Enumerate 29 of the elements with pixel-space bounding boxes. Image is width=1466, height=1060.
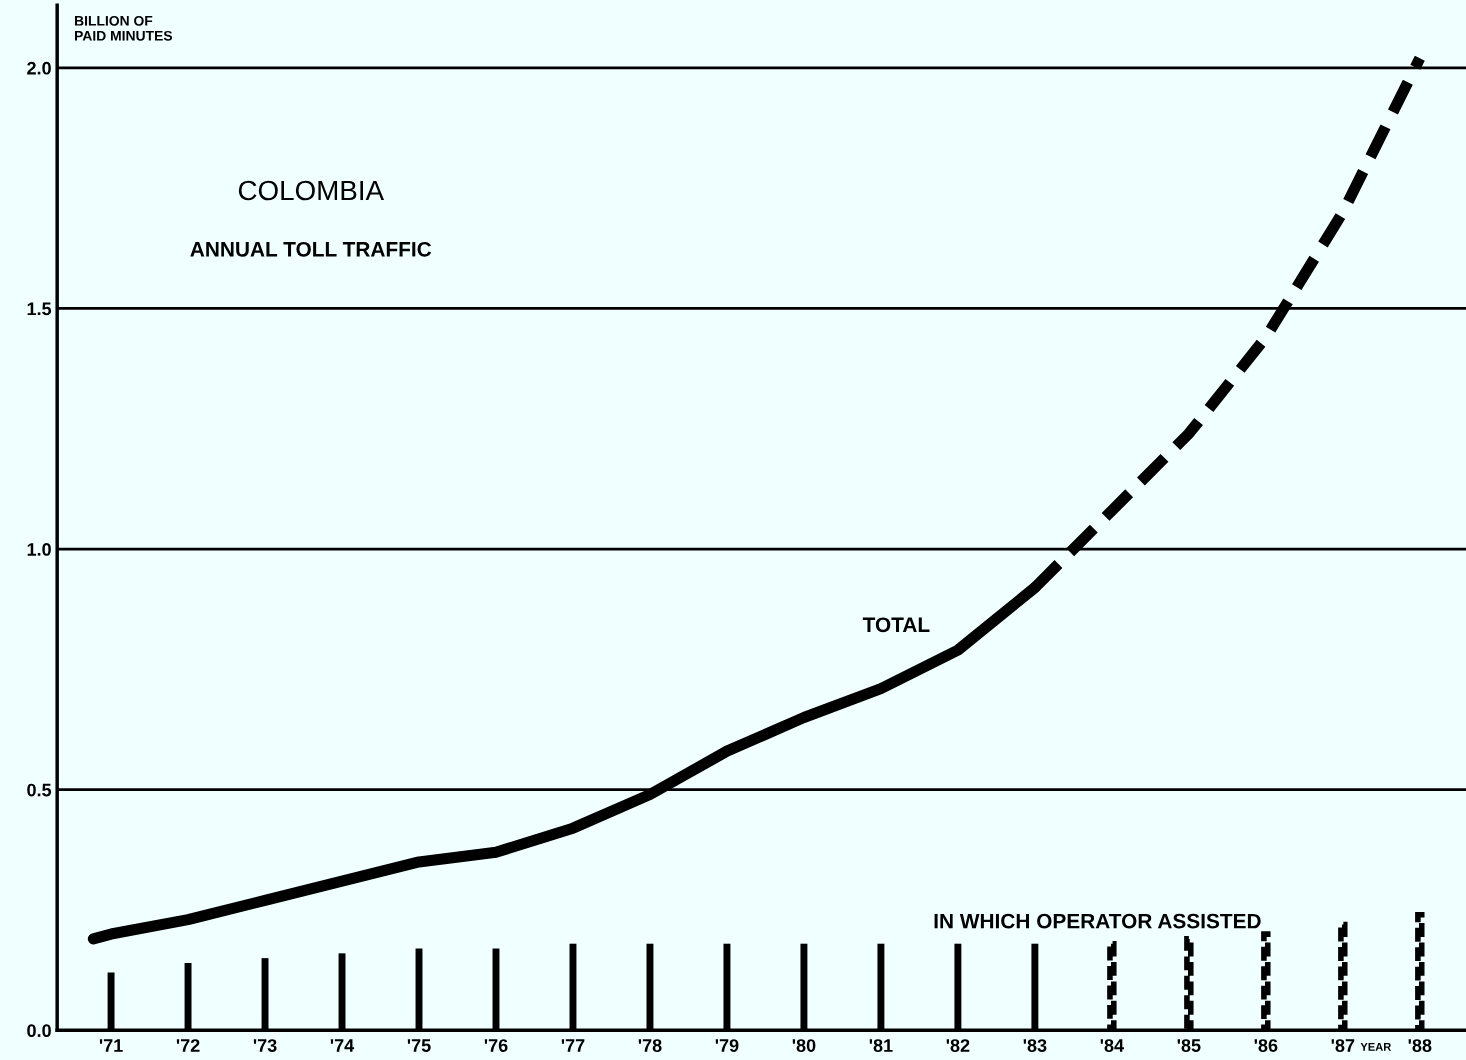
text: ANNUAL TOLL TRAFFIC (190, 241, 432, 257)
x-tick-label: '75 (407, 1039, 431, 1052)
y-tick-label: 1.5 (27, 302, 52, 316)
y-tick-label: 2.0 (27, 61, 51, 75)
text: COLOMBIA (238, 180, 385, 201)
y-tick-label: 0.0 (27, 1024, 51, 1038)
x-tick-label: '82 (946, 1039, 970, 1052)
x-tick-label: '84 (1100, 1039, 1124, 1052)
x-tick-label: '86 (1254, 1039, 1278, 1052)
x-tick-label: '88 (1408, 1039, 1432, 1052)
x-tick-label: '83 (1023, 1039, 1047, 1052)
x-tick-label: '71 (99, 1039, 123, 1052)
x-tick-label: '74 (330, 1039, 355, 1052)
y-tick-label: 1.0 (27, 543, 51, 556)
series-label: TOTAL (862, 617, 930, 633)
x-tick-label: '87 (1331, 1039, 1355, 1052)
x-tick-label: '77 (561, 1039, 585, 1052)
y-axis-title: BILLION OF PAID MINUTES (75, 15, 173, 41)
x-tick-label: '76 (484, 1039, 508, 1052)
x-tick-label: '79 (715, 1039, 739, 1052)
y-tick-label: 0.5 (27, 783, 52, 797)
x-axis-title: YEAR (1360, 1043, 1392, 1051)
x-tick-label: '81 (869, 1039, 893, 1052)
x-tick-label: '80 (792, 1039, 816, 1052)
x-tick-label: '85 (1177, 1039, 1201, 1052)
x-tick-label: '73 (253, 1039, 277, 1052)
x-tick-label: '78 (638, 1039, 662, 1052)
series-label: IN WHICH OPERATOR ASSISTED (934, 913, 1261, 929)
x-tick-label: '72 (176, 1039, 200, 1052)
